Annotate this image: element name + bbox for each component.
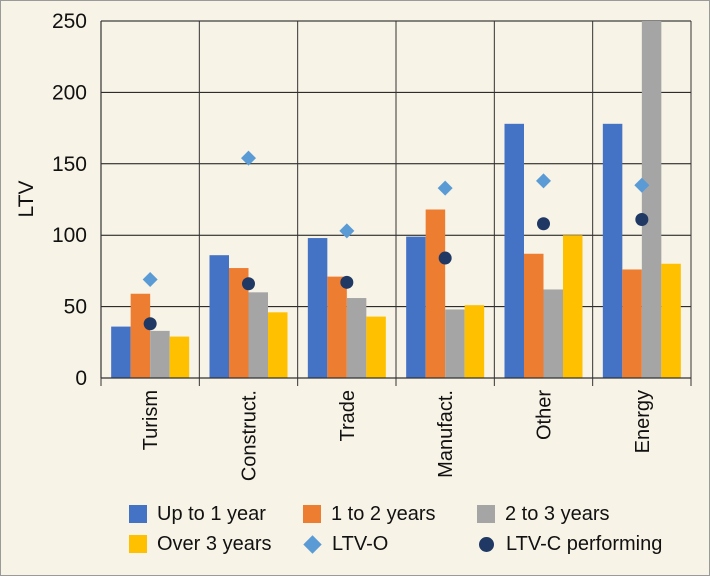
bar-2-to-3-years-turism [150,330,170,378]
legend-label: LTV-O [332,532,389,555]
y-tick-label: 50 [64,296,87,319]
bars [111,21,681,378]
legend-swatch [303,534,322,554]
bar-2-to-3-years-energy [641,21,662,378]
bar-chart: 0 50 100 150 200 250 Turism Construct. Trade Manu… [15,10,692,481]
legend-item: LTV-C performing [477,533,677,555]
legend-item: Up to 1 year [129,503,303,525]
bar-up-to-1-year-manufact- [406,236,426,378]
legend: Up to 1 year 1 to 2 years 2 to 3 years Over… [129,503,689,555]
bar-over-3-years-turism [169,336,190,378]
bar-over-3-years-manufact- [464,305,485,378]
marker-ltv-o-manufact- [437,180,453,196]
legend-label: 1 to 2 years [331,502,436,525]
bar-2-to-3-years-other [543,289,563,378]
legend-swatch [479,536,494,552]
x-category-label: Trade [337,390,359,442]
axes: 0 50 100 150 200 250 Turism Construct. Trade Manu… [52,10,692,481]
marker-ltv-c-manufact- [438,251,452,265]
x-category-label: Manufact. [435,390,457,478]
gridlines [100,20,692,379]
bar-over-3-years-other [563,235,583,378]
legend-item: 2 to 3 years [477,503,677,525]
legend-label: LTV-C performing [506,532,663,555]
marker-ltv-c-other [537,217,550,231]
legend-label: 2 to 3 years [505,502,610,525]
marker-ltv-c-turism [143,317,157,331]
x-category-label: Other [534,390,556,440]
bar-over-3-years-trade [366,316,386,378]
legend-label: Up to 1 year [157,502,266,525]
bar-1-to-2-years-manufact- [425,209,446,378]
marker-ltv-c-energy [635,212,649,226]
y-tick-label: 0 [75,367,87,390]
marker-ltv-o-energy [634,177,650,193]
marker-ltv-o-other [536,173,551,189]
marker-ltv-o-turism [142,271,158,287]
x-category-label: Turism [140,390,162,450]
bar-1-to-2-years-other [524,253,544,378]
legend-swatch [129,535,147,553]
bar-2-to-3-years-construct- [248,292,268,378]
marker-ltv-o-construct- [241,150,256,166]
marker-ltv-c-trade [340,275,354,289]
bar-over-3-years-construct- [268,312,288,378]
bar-up-to-1-year-other [504,123,524,378]
legend-label: Over 3 years [157,532,272,555]
y-tick-label: 250 [52,10,87,33]
legend-swatch [303,505,321,523]
y-tick-label: 150 [52,153,87,176]
y-axis-title: LTV [15,181,38,218]
bar-up-to-1-year-turism [111,326,131,378]
x-category-label: Energy [632,390,654,453]
bar-up-to-1-year-trade [307,238,328,378]
bar-up-to-1-year-construct- [209,255,229,378]
legend-item: LTV-O [303,533,477,555]
bar-up-to-1-year-energy [602,123,623,378]
legend-item: Over 3 years [129,533,303,555]
marker-ltv-o-trade [339,223,355,239]
legend-swatch [477,505,495,523]
legend-item: 1 to 2 years [303,503,477,525]
legend-swatch [129,505,147,523]
markers [142,150,650,331]
bar-1-to-2-years-trade [327,276,347,378]
x-category-label: Construct. [239,390,261,481]
bar-1-to-2-years-turism [130,293,151,378]
y-tick-label: 200 [52,81,87,104]
bar-1-to-2-years-energy [622,269,642,378]
bar-2-to-3-years-manufact- [445,309,465,378]
y-tick-label: 100 [52,224,87,247]
bar-1-to-2-years-construct- [229,268,249,378]
marker-ltv-c-construct- [242,277,255,291]
bar-over-3-years-energy [661,263,681,378]
bar-2-to-3-years-trade [346,298,367,378]
